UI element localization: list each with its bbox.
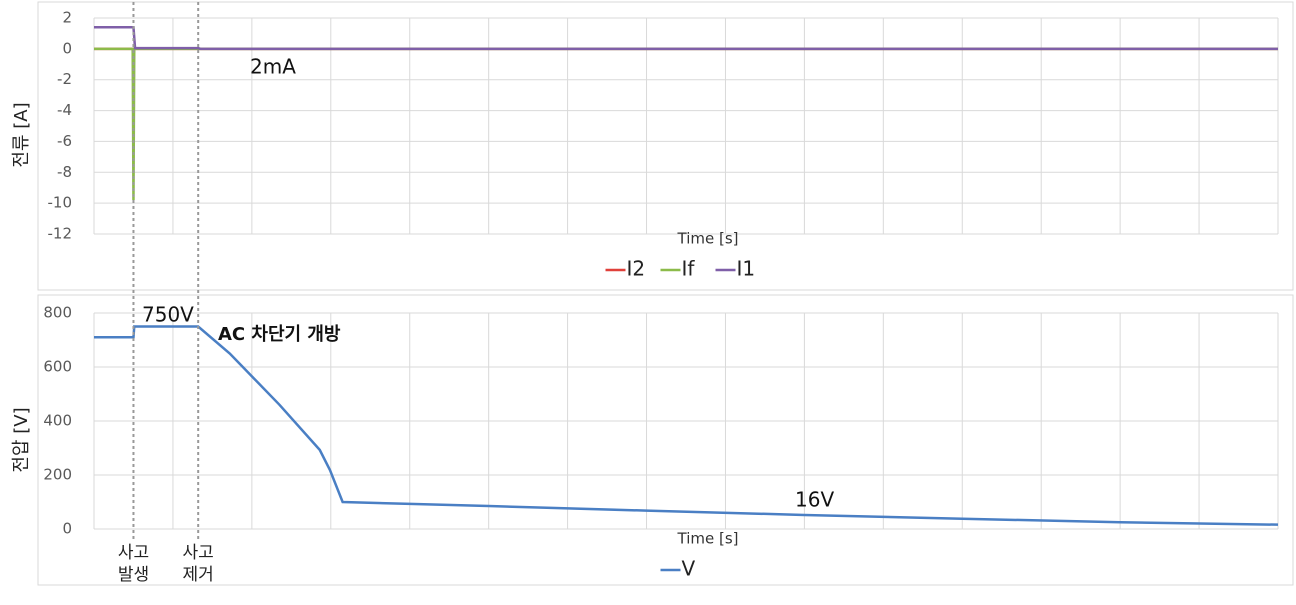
y-axis-label: 전압 [V] (11, 407, 32, 472)
series-line (94, 325, 1279, 526)
y-tick-label: -10 (48, 194, 73, 212)
marker-label: 사고 (183, 543, 214, 563)
legend-label: I1 (737, 257, 756, 281)
legend-label: I2 (627, 257, 646, 281)
marker-label: 제거 (183, 565, 214, 585)
y-tick-label: 600 (43, 358, 72, 376)
y-tick-label: -12 (48, 225, 73, 243)
y-tick-label: -8 (57, 163, 72, 181)
x-axis-label: Time [s] (677, 530, 739, 548)
series-line (94, 26, 1278, 51)
annotation: AC 차단기 개방 (218, 324, 341, 345)
marker-label: 사고 (118, 543, 149, 563)
x-axis-label: Time [s] (677, 230, 739, 248)
y-tick-label: -6 (57, 132, 72, 150)
y-tick-label: 200 (43, 466, 72, 484)
legend-label: V (682, 557, 696, 581)
annotation: 16V (795, 488, 834, 512)
y-tick-label: 0 (62, 39, 72, 57)
y-tick-label: -4 (57, 101, 72, 119)
y-tick-label: 800 (43, 304, 72, 322)
y-tick-label: 0 (62, 520, 72, 538)
y-tick-label: 400 (43, 412, 72, 430)
y-tick-label: -2 (57, 70, 72, 88)
legend-label: If (682, 257, 696, 281)
annotation: 750V (142, 303, 194, 327)
marker-label: 발생 (118, 565, 149, 585)
annotation: 2mA (250, 55, 296, 79)
panel-frame (37, 294, 1294, 586)
y-axis-label: 전류 [A] (11, 102, 32, 167)
y-tick-label: 2 (62, 9, 72, 27)
panel-frame (37, 1, 1294, 291)
